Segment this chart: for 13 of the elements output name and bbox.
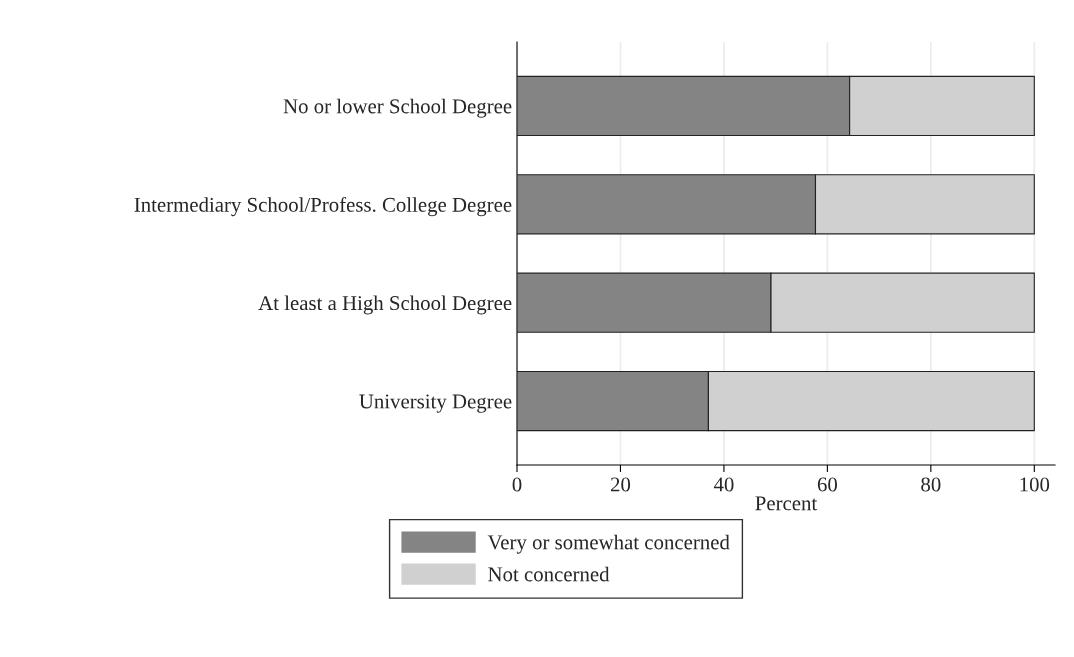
y-tick-label: No or lower School Degree [283, 98, 512, 118]
x-tick-label: 40 [713, 477, 734, 492]
x-tick-label: 0 [512, 477, 522, 492]
y-tick-label: University Degree [359, 394, 512, 413]
legend-label: Not concerned [488, 566, 610, 582]
x-tick-label: 80 [921, 477, 941, 492]
x-tick-label: 60 [817, 477, 838, 492]
x-tick-label: 20 [610, 477, 631, 492]
x-tick-label: 100 [1020, 477, 1050, 492]
x-axis-title: Percent [755, 496, 818, 511]
y-tick-label: Intermediary School/Profess. College Degree [134, 196, 512, 217]
y-tick-label: At least a High School Degree [258, 295, 512, 315]
legend-label: Very or somewhat concerned [487, 534, 730, 554]
